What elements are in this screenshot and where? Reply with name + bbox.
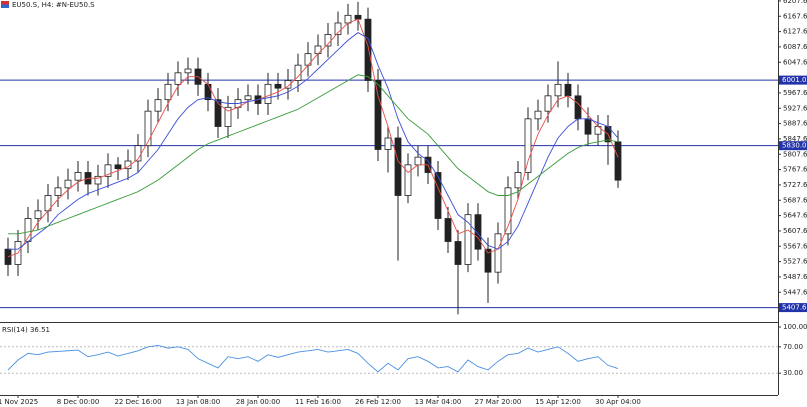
candle-body — [464, 214, 472, 265]
y-tick-label: 70.00 — [783, 343, 803, 351]
candle-body — [384, 137, 392, 150]
y-tick-label: 100.00 — [783, 323, 807, 331]
candle-body — [454, 241, 462, 265]
x-tick-label: 13 Jan 08:00 — [176, 398, 220, 406]
candle-body — [574, 95, 582, 120]
y-tick-label: 5527.6 — [783, 258, 807, 266]
candle-body — [64, 179, 72, 189]
y-tick-label: 5567.6 — [783, 242, 807, 250]
y-tick-label: 5967.6 — [783, 89, 807, 97]
candle-body — [154, 99, 162, 112]
level-label: 5830.0 — [782, 142, 807, 150]
candle-body — [54, 187, 62, 196]
x-tick-label: 27 Mar 20:00 — [475, 398, 522, 406]
y-tick-label: 5767.6 — [783, 166, 807, 174]
candle-body — [504, 187, 512, 235]
y-tick-label: 5687.6 — [783, 196, 807, 204]
candle-body — [244, 95, 252, 101]
candle-body — [524, 118, 532, 173]
candle-body — [274, 83, 282, 89]
candle-body — [174, 72, 182, 85]
candle-body — [304, 53, 312, 66]
candle-body — [164, 83, 172, 101]
candle-body — [514, 172, 522, 189]
candle-body — [284, 80, 292, 89]
y-tick-label: 5487.6 — [783, 273, 807, 281]
candle-body — [614, 141, 622, 181]
level-label: 6001.0 — [782, 76, 807, 84]
y-tick-label: 6207.6 — [783, 0, 807, 5]
y-tick-label: 6167.6 — [783, 12, 807, 20]
candle-body — [144, 110, 152, 147]
moving-average — [8, 32, 619, 250]
candle-body — [184, 68, 192, 74]
level-label-box — [779, 303, 807, 313]
candle-body — [544, 95, 552, 112]
level-label: 5407.6 — [782, 304, 807, 312]
candle-body — [494, 233, 502, 273]
x-tick-label: 1 Nov 2025 — [0, 398, 38, 406]
candle-body — [74, 172, 82, 181]
candle-body — [354, 14, 362, 20]
x-tick-label: 8 Dec 00:00 — [57, 398, 100, 406]
y-tick-label: 5847.6 — [783, 135, 807, 143]
y-tick-label: 5887.6 — [783, 120, 807, 128]
level-label-box — [779, 141, 807, 151]
y-tick-label: 5447.6 — [783, 288, 807, 296]
y-tick-label: 5927.6 — [783, 104, 807, 112]
candle-body — [534, 110, 542, 120]
candle-body — [414, 156, 422, 166]
x-tick-label: 22 Dec 16:00 — [114, 398, 161, 406]
moving-average — [8, 74, 619, 235]
candle-body — [404, 164, 412, 196]
y-tick-label: 5647.6 — [783, 212, 807, 220]
chart-title: EU50.S, H4: #N-EU50.S — [12, 1, 95, 9]
candle-body — [314, 45, 322, 55]
x-tick-label: 30 Apr 04:00 — [595, 398, 641, 406]
x-tick-label: 15 Apr 12:00 — [535, 398, 581, 406]
candle-body — [394, 137, 402, 196]
rsi-line — [7, 345, 619, 373]
x-tick-label: 26 Feb 12:00 — [355, 398, 401, 406]
y-tick-label: 5607.6 — [783, 227, 807, 235]
candle-body — [374, 80, 382, 150]
candle-body — [554, 83, 562, 97]
x-tick-label: 11 Feb 16:00 — [295, 398, 341, 406]
x-tick-label: 13 Mar 04:00 — [415, 398, 462, 406]
candle-body — [34, 210, 42, 219]
y-tick-label: 5807.6 — [783, 150, 807, 158]
candle-body — [224, 106, 232, 127]
candle-body — [364, 18, 372, 81]
symbol-icon-part — [1, 4, 9, 8]
y-tick-label: 5727.6 — [783, 181, 807, 189]
level-label-box — [779, 75, 807, 85]
candle-body — [334, 22, 342, 35]
candle-body — [94, 175, 102, 185]
candle-body — [104, 164, 112, 177]
moving-average — [7, 18, 619, 258]
y-tick-label: 6087.6 — [783, 43, 807, 51]
y-tick-label: 6047.6 — [783, 58, 807, 66]
candle-body — [114, 164, 122, 170]
candle-body — [214, 99, 222, 127]
y-tick-label: 30.00 — [783, 369, 803, 377]
y-tick-label: 6127.6 — [783, 28, 807, 36]
x-tick-label: 28 Jan 00:00 — [236, 398, 280, 406]
candle-body — [444, 218, 452, 242]
candle-body — [474, 214, 482, 250]
candle-body — [564, 83, 572, 97]
candle-body — [584, 118, 592, 135]
candle-body — [264, 83, 272, 104]
rsi-title: RSI(14) 36.51 — [2, 326, 50, 334]
candle-body — [484, 248, 492, 273]
